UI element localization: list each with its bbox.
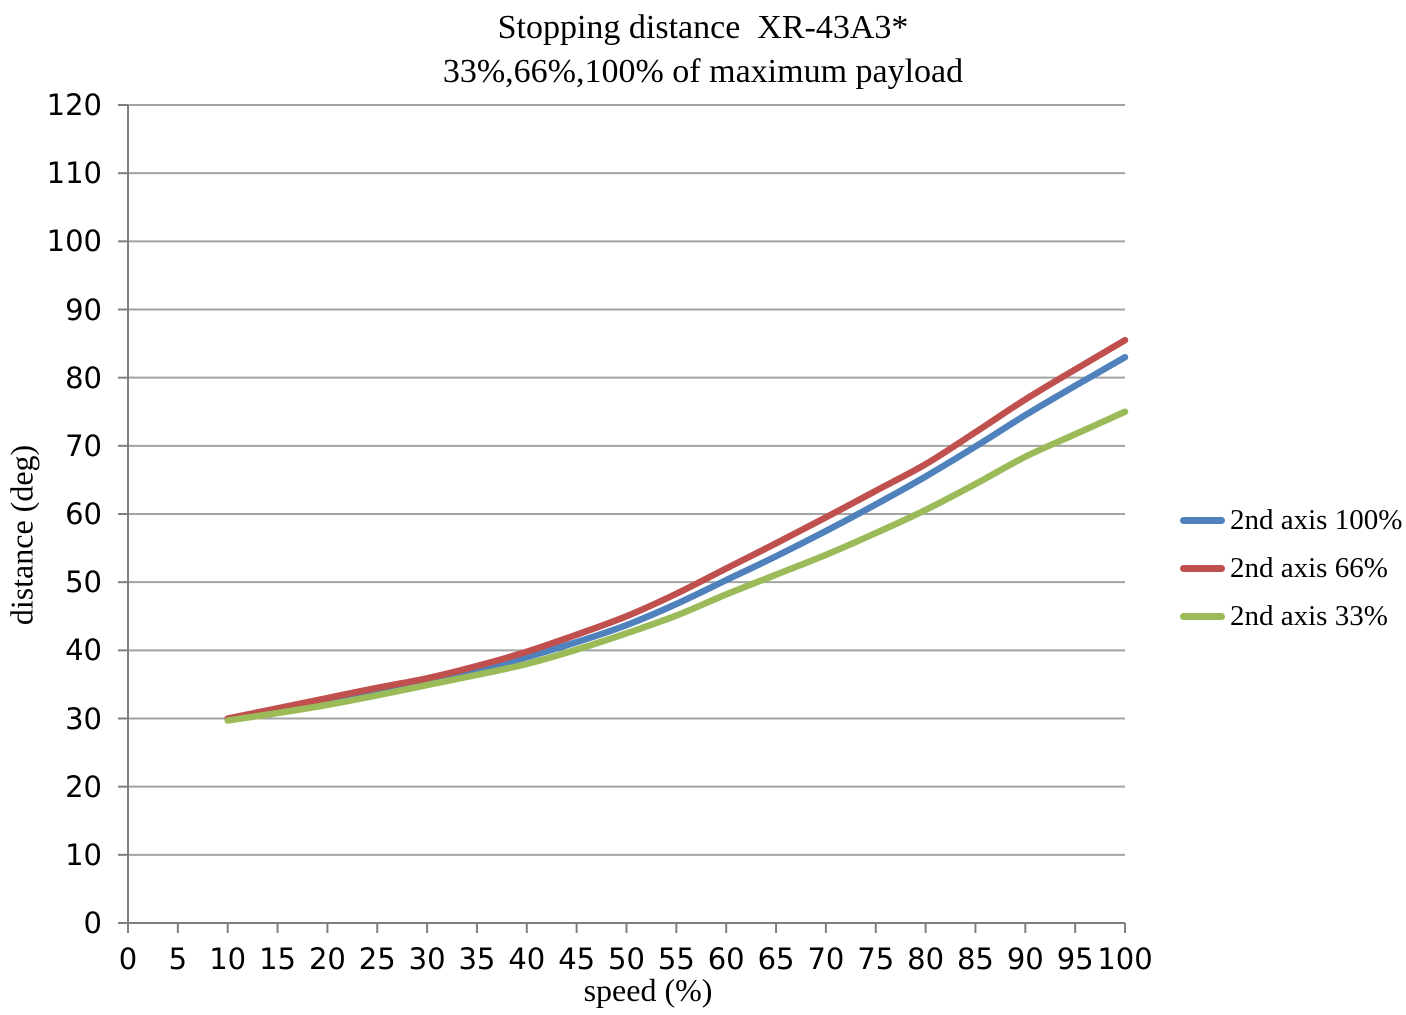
x-tick-label-45: 45	[558, 942, 596, 976]
series-line-2nd-axis-66-	[224, 336, 1129, 722]
y-tick-label-110: 110	[46, 156, 102, 191]
x-tick-label-5: 5	[168, 942, 188, 976]
x-tick-label-100: 100	[1097, 942, 1153, 976]
legend-item-2nd-axis-66-: 2nd axis 66%	[1180, 544, 1402, 592]
x-tick-label-35: 35	[458, 942, 496, 976]
x-tick-label-90: 90	[1006, 942, 1044, 976]
x-tick-label-10: 10	[209, 942, 247, 976]
y-tick-label-20: 20	[65, 769, 102, 804]
x-tick-label-55: 55	[657, 942, 695, 976]
y-axis-title: distance (deg)	[3, 444, 40, 626]
x-tick-label-95: 95	[1056, 942, 1094, 976]
y-tick-label-40: 40	[65, 633, 102, 668]
legend-line-swatch	[1180, 612, 1225, 620]
legend-item-2nd-axis-33-: 2nd axis 33%	[1180, 592, 1402, 640]
y-tick-label-0: 0	[83, 906, 102, 940]
legend-label: 2nd axis 100%	[1230, 503, 1403, 536]
y-tick-label-70: 70	[65, 428, 102, 463]
x-tick-label-75: 75	[857, 942, 895, 976]
legend-line-swatch	[1180, 516, 1225, 524]
y-tick-label-30: 30	[65, 701, 102, 736]
title-block: Stopping distance XR-43A3* 33%,66%,100% …	[0, 6, 1406, 94]
x-tick-label-65: 65	[757, 942, 795, 976]
legend: 2nd axis 100% 2nd axis 66% 2nd axis 33%	[1180, 496, 1402, 640]
series-line-2nd-axis-33-	[224, 408, 1129, 724]
y-tick-label-100: 100	[46, 224, 102, 259]
y-tick-label-80: 80	[65, 360, 102, 395]
y-tick-label-120: 120	[46, 88, 102, 122]
x-tick-label-80: 80	[907, 942, 945, 976]
legend-item-2nd-axis-100-: 2nd axis 100%	[1180, 496, 1402, 544]
legend-line-swatch	[1180, 564, 1225, 572]
chart-title: Stopping distance XR-43A3*	[497, 9, 909, 46]
x-tick-label-30: 30	[408, 942, 446, 976]
x-tick-label-20: 20	[308, 942, 346, 976]
legend-label: 2nd axis 66%	[1230, 551, 1388, 584]
series-line-2nd-axis-100-	[224, 353, 1129, 724]
y-tick-label-10: 10	[65, 837, 102, 872]
x-tick-label-50: 50	[608, 942, 645, 976]
legend-label: 2nd axis 33%	[1230, 599, 1388, 632]
x-tick-label-60: 60	[707, 942, 745, 976]
x-tick-label-40: 40	[508, 942, 546, 976]
y-tick-label-60: 60	[65, 497, 102, 531]
x-tick-label-0: 0	[118, 942, 138, 976]
x-tick-label-25: 25	[358, 942, 396, 976]
x-tick-label-85: 85	[956, 942, 994, 976]
y-tick-label-90: 90	[65, 292, 102, 327]
x-tick-label-15: 15	[259, 942, 296, 976]
x-axis-title: speed (%)	[583, 972, 713, 1008]
x-tick-label-70: 70	[807, 942, 845, 976]
y-tick-label-50: 50	[65, 565, 102, 600]
chart-subtitle: 33%,66%,100% of maximum payload	[442, 53, 964, 90]
